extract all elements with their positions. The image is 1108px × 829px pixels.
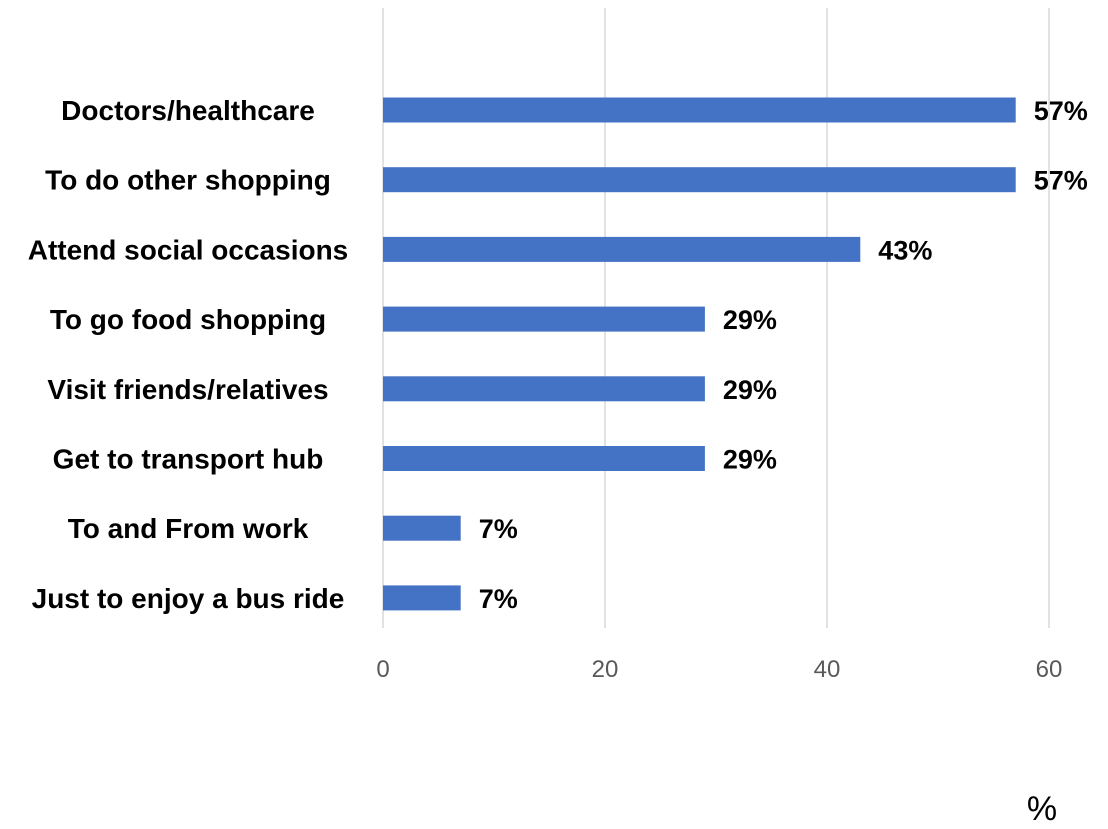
value-label: 57% — [1034, 96, 1088, 126]
bar — [383, 376, 705, 402]
value-labels: 57% 57% 43% 29% 29% 29% 7% 7% — [479, 96, 1088, 614]
bar — [383, 306, 705, 332]
bar — [383, 97, 1016, 123]
bars — [383, 97, 1016, 611]
category-labels: Doctors/healthcare To do other shopping At… — [28, 95, 349, 614]
bar — [383, 167, 1016, 193]
bar — [383, 515, 461, 541]
category-label: Just to enjoy a bus ride — [32, 583, 345, 614]
category-label: To do other shopping — [45, 165, 331, 196]
x-tick-label: 60 — [1036, 656, 1063, 683]
bar — [383, 585, 461, 611]
value-label: 7% — [479, 514, 518, 544]
x-tick-label: 0 — [376, 656, 389, 683]
value-label: 43% — [878, 235, 932, 265]
bar — [383, 446, 705, 471]
category-label: Get to transport hub — [53, 444, 324, 475]
category-label: Doctors/healthcare — [61, 95, 315, 126]
category-label: Visit friends/relatives — [47, 374, 328, 405]
category-label: Attend social occasions — [28, 234, 349, 265]
bar — [383, 236, 861, 262]
value-label: 29% — [723, 305, 777, 335]
value-label: 7% — [479, 584, 518, 614]
category-label: To go food shopping — [50, 304, 326, 335]
x-tick-labels: 0 20 40 60 — [376, 656, 1062, 683]
x-axis-unit-label: % — [1027, 790, 1057, 828]
value-label: 29% — [723, 445, 777, 475]
value-label: 57% — [1034, 166, 1088, 196]
x-tick-label: 20 — [592, 656, 619, 683]
x-tick-label: 40 — [814, 656, 841, 683]
category-label: To and From work — [68, 513, 309, 544]
value-label: 29% — [723, 375, 777, 405]
